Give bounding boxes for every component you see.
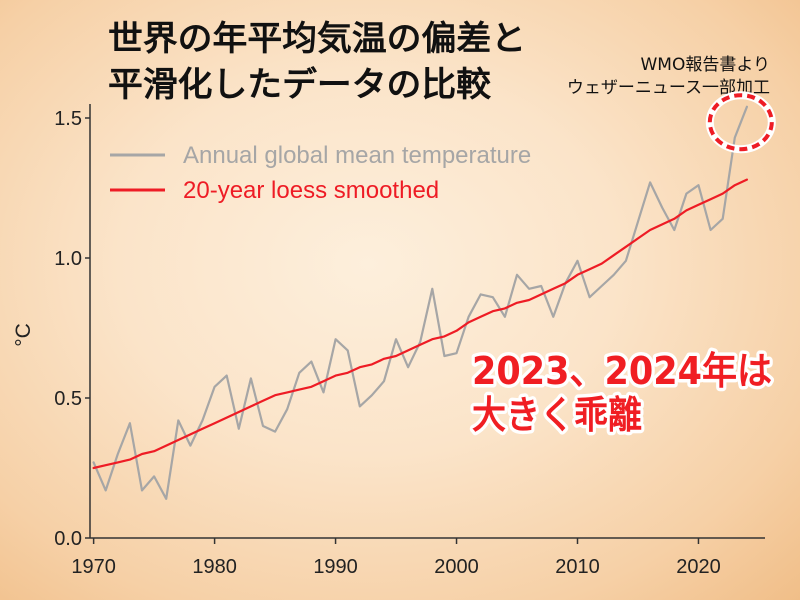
x-tick-label: 1980 [192,556,237,578]
source-note-line-1: WMO報告書より [640,55,770,75]
plot-area: 1970 1980 1990 2000 2010 2020 0.0 0.5 1.0 1.5 [54,104,765,578]
legend: Annual global mean temperature 20-year l… [110,142,531,204]
x-tick-label: 2020 [676,556,721,578]
legend-label-loess-smoothed: 20-year loess smoothed [183,177,439,204]
y-tick-label: 1.0 [54,248,82,270]
chart-title-line-1: 世界の年平均気温の偏差と [108,19,526,59]
y-tick-label: 1.5 [54,108,82,130]
y-axis-label: °C [12,323,35,347]
x-tick-label: 2010 [555,556,600,578]
y-tick-label: 0.0 [54,528,82,550]
chart-title-line-2: 平滑化したデータの比較 [108,65,492,105]
series-line-loess-smoothed [92,178,748,470]
series-line-annual-mean [92,105,748,500]
highlight-ellipse-dashed [707,93,774,152]
callout-line-2: 大きく乖離 [472,393,642,437]
y-tick-label: 0.5 [54,388,82,410]
axis-ticks: 1970 1980 1990 2000 2010 2020 0.0 0.5 1.0 1.5 [54,108,721,578]
x-tick-label: 1990 [313,556,358,578]
source-note-line-2: ウェザーニュース一部加工 [567,78,770,98]
legend-label-annual-mean: Annual global mean temperature [183,142,531,169]
callout-line-1: 2023、2024年は [472,349,772,393]
x-tick-label: 1970 [71,556,116,578]
highlight-marker [705,91,776,154]
x-tick-label: 2000 [434,556,479,578]
